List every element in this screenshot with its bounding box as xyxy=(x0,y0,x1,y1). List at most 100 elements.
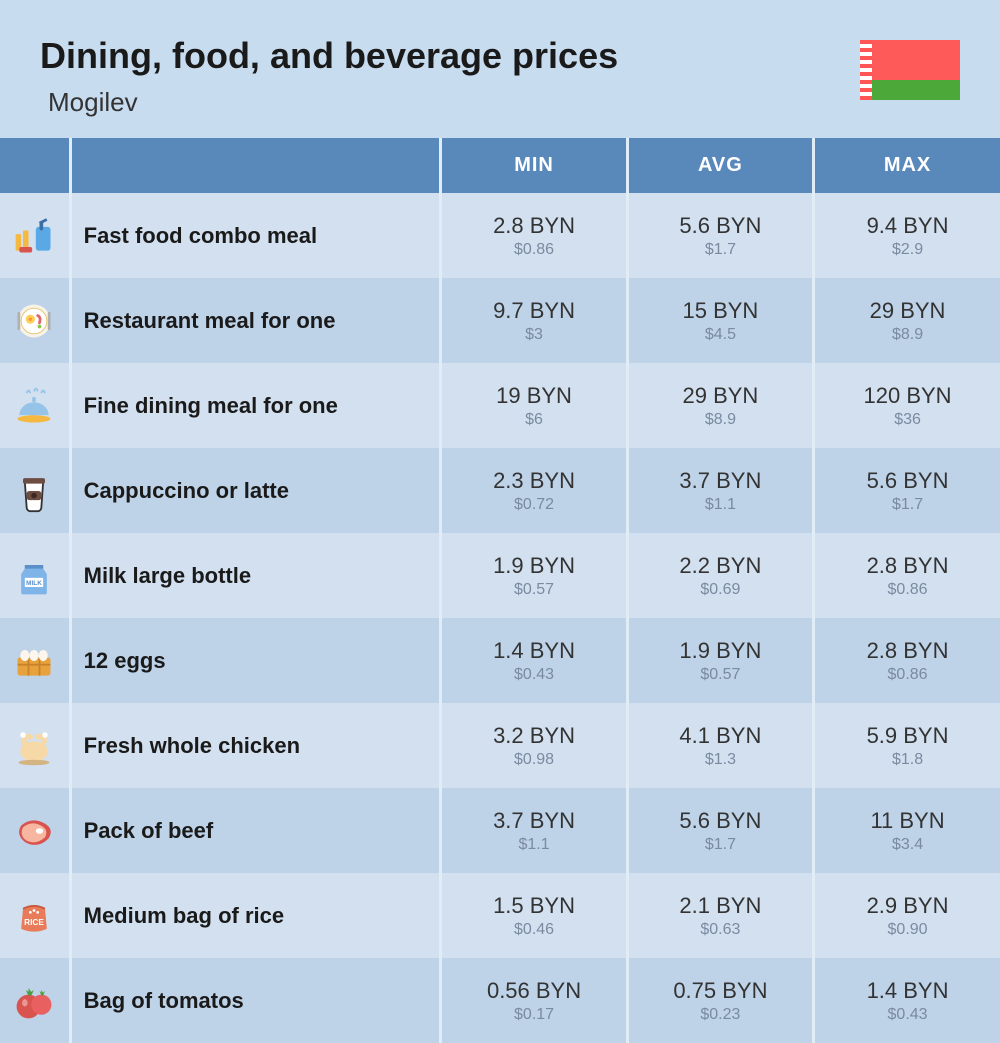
price-sub: $0.43 xyxy=(442,666,625,684)
item-name: Fast food combo meal xyxy=(70,193,441,278)
price-sub: $0.57 xyxy=(629,666,812,684)
finedining-icon xyxy=(0,363,70,448)
price-main: 1.5 BYN xyxy=(442,893,625,919)
price-sub: $36 xyxy=(815,411,1000,429)
price-sub: $3 xyxy=(442,326,625,344)
price-main: 5.6 BYN xyxy=(815,468,1000,494)
price-min: 2.8 BYN $0.86 xyxy=(441,193,627,278)
price-main: 3.7 BYN xyxy=(442,808,625,834)
col-max: MAX xyxy=(814,138,1000,193)
item-name: Fresh whole chicken xyxy=(70,703,441,788)
svg-text:MILK: MILK xyxy=(26,580,42,587)
price-avg: 3.7 BYN $1.1 xyxy=(627,448,813,533)
price-min: 3.7 BYN $1.1 xyxy=(441,788,627,873)
col-item xyxy=(70,138,441,193)
price-sub: $1.3 xyxy=(629,751,812,769)
table-row: Pack of beef 3.7 BYN $1.1 5.6 BYN $1.7 1… xyxy=(0,788,1000,873)
price-min: 2.3 BYN $0.72 xyxy=(441,448,627,533)
price-main: 1.9 BYN xyxy=(442,553,625,579)
price-sub: $1.7 xyxy=(815,496,1000,514)
price-main: 3.7 BYN xyxy=(629,468,812,494)
price-avg: 1.9 BYN $0.57 xyxy=(627,618,813,703)
price-main: 19 BYN xyxy=(442,383,625,409)
price-avg: 2.1 BYN $0.63 xyxy=(627,873,813,958)
svg-text:RICE: RICE xyxy=(24,918,44,927)
item-name: Milk large bottle xyxy=(70,533,441,618)
header: Dining, food, and beverage prices Mogile… xyxy=(0,0,1000,138)
price-main: 9.7 BYN xyxy=(442,298,625,324)
price-main: 2.9 BYN xyxy=(815,893,1000,919)
table-row: Restaurant meal for one 9.7 BYN $3 15 BY… xyxy=(0,278,1000,363)
price-sub: $3.4 xyxy=(815,836,1000,854)
table-row: MILK Milk large bottle 1.9 BYN $0.57 2.2… xyxy=(0,533,1000,618)
price-sub: $8.9 xyxy=(815,326,1000,344)
price-main: 29 BYN xyxy=(629,383,812,409)
price-main: 120 BYN xyxy=(815,383,1000,409)
price-main: 2.8 BYN xyxy=(815,553,1000,579)
coffee-icon xyxy=(0,448,70,533)
price-avg: 5.6 BYN $1.7 xyxy=(627,193,813,278)
price-main: 4.1 BYN xyxy=(629,723,812,749)
price-main: 0.75 BYN xyxy=(629,978,812,1004)
price-avg: 4.1 BYN $1.3 xyxy=(627,703,813,788)
price-avg: 29 BYN $8.9 xyxy=(627,363,813,448)
price-sub: $0.86 xyxy=(815,581,1000,599)
price-sub: $1.7 xyxy=(629,836,812,854)
price-max: 29 BYN $8.9 xyxy=(814,278,1000,363)
price-avg: 15 BYN $4.5 xyxy=(627,278,813,363)
eggs-icon xyxy=(0,618,70,703)
price-min: 19 BYN $6 xyxy=(441,363,627,448)
price-sub: $0.72 xyxy=(442,496,625,514)
price-sub: $6 xyxy=(442,411,625,429)
item-name: Medium bag of rice xyxy=(70,873,441,958)
table-row: Cappuccino or latte 2.3 BYN $0.72 3.7 BY… xyxy=(0,448,1000,533)
price-sub: $0.86 xyxy=(815,666,1000,684)
price-main: 0.56 BYN xyxy=(442,978,625,1004)
price-sub: $0.69 xyxy=(629,581,812,599)
chicken-icon xyxy=(0,703,70,788)
belarus-flag-icon xyxy=(860,40,960,100)
price-min: 3.2 BYN $0.98 xyxy=(441,703,627,788)
price-sub: $0.17 xyxy=(442,1006,625,1024)
item-name: 12 eggs xyxy=(70,618,441,703)
item-name: Cappuccino or latte xyxy=(70,448,441,533)
page-subtitle: Mogilev xyxy=(48,87,618,118)
price-main: 2.8 BYN xyxy=(815,638,1000,664)
price-main: 5.9 BYN xyxy=(815,723,1000,749)
price-avg: 5.6 BYN $1.7 xyxy=(627,788,813,873)
price-min: 1.9 BYN $0.57 xyxy=(441,533,627,618)
price-max: 5.9 BYN $1.8 xyxy=(814,703,1000,788)
price-main: 2.1 BYN xyxy=(629,893,812,919)
price-main: 5.6 BYN xyxy=(629,213,812,239)
table-row: Fine dining meal for one 19 BYN $6 29 BY… xyxy=(0,363,1000,448)
price-min: 0.56 BYN $0.17 xyxy=(441,958,627,1043)
price-sub: $8.9 xyxy=(629,411,812,429)
price-avg: 2.2 BYN $0.69 xyxy=(627,533,813,618)
price-sub: $2.9 xyxy=(815,241,1000,259)
price-max: 2.9 BYN $0.90 xyxy=(814,873,1000,958)
price-sub: $0.63 xyxy=(629,921,812,939)
price-max: 5.6 BYN $1.7 xyxy=(814,448,1000,533)
price-sub: $1.1 xyxy=(629,496,812,514)
table-row: Fresh whole chicken 3.2 BYN $0.98 4.1 BY… xyxy=(0,703,1000,788)
price-sub: $1.1 xyxy=(442,836,625,854)
header-text: Dining, food, and beverage prices Mogile… xyxy=(40,35,618,118)
item-name: Pack of beef xyxy=(70,788,441,873)
price-main: 2.2 BYN xyxy=(629,553,812,579)
table-row: RICE Medium bag of rice 1.5 BYN $0.46 2.… xyxy=(0,873,1000,958)
price-main: 9.4 BYN xyxy=(815,213,1000,239)
price-main: 2.3 BYN xyxy=(442,468,625,494)
price-sub: $1.8 xyxy=(815,751,1000,769)
price-avg: 0.75 BYN $0.23 xyxy=(627,958,813,1043)
price-max: 1.4 BYN $0.43 xyxy=(814,958,1000,1043)
price-main: 11 BYN xyxy=(815,808,1000,834)
price-min: 1.4 BYN $0.43 xyxy=(441,618,627,703)
rice-icon: RICE xyxy=(0,873,70,958)
price-sub: $0.23 xyxy=(629,1006,812,1024)
price-main: 1.4 BYN xyxy=(815,978,1000,1004)
item-name: Fine dining meal for one xyxy=(70,363,441,448)
table-row: Fast food combo meal 2.8 BYN $0.86 5.6 B… xyxy=(0,193,1000,278)
page-title: Dining, food, and beverage prices xyxy=(40,35,618,77)
price-main: 3.2 BYN xyxy=(442,723,625,749)
beef-icon xyxy=(0,788,70,873)
